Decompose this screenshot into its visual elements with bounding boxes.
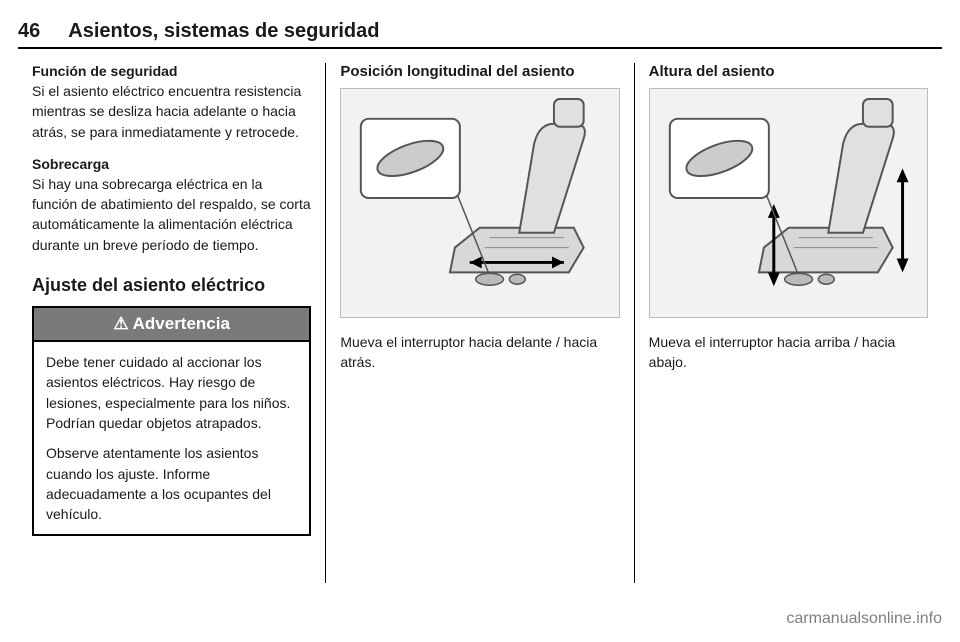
page: 46 Asientos, sistemas de seguridad Funci… xyxy=(0,0,960,642)
warning-label: Advertencia xyxy=(133,314,230,333)
page-header: 46 Asientos, sistemas de seguridad xyxy=(18,20,942,49)
warning-body: Debe tener cuidado al accionar los asien… xyxy=(34,342,309,534)
watermark: carmanualsonline.info xyxy=(786,610,942,628)
column-2: Posición longitudinal del asiento xyxy=(325,63,633,583)
overload-text: Si hay una sobrecarga eléctrica en la fu… xyxy=(32,174,311,255)
overload-title: Sobrecarga xyxy=(32,156,311,172)
safety-function-text: Si el asiento eléctrico encuentra resist… xyxy=(32,81,311,142)
height-caption: Mueva el interruptor hacia arriba / haci… xyxy=(649,332,928,373)
warning-paragraph-2: Observe atentamente los asientos cuando … xyxy=(46,443,297,524)
content-columns: Función de seguridad Si el asiento eléct… xyxy=(18,63,942,583)
longitudinal-caption: Mueva el interruptor hacia delante / hac… xyxy=(340,332,619,373)
warning-box: ⚠ Advertencia Debe tener cuidado al accio… xyxy=(32,306,311,536)
page-number: 46 xyxy=(18,20,40,43)
height-subheading: Altura del asiento xyxy=(649,63,928,80)
safety-function-title: Función de seguridad xyxy=(32,63,311,79)
seat-longitudinal-svg xyxy=(341,89,618,317)
column-3: Altura del asiento xyxy=(634,63,942,583)
warning-triangle-icon: ⚠ xyxy=(113,314,128,334)
height-figure xyxy=(649,88,928,318)
column-1: Función de seguridad Si el asiento eléct… xyxy=(18,63,325,583)
longitudinal-subheading: Posición longitudinal del asiento xyxy=(340,63,619,80)
longitudinal-figure xyxy=(340,88,619,318)
seat-height-svg xyxy=(650,89,927,317)
electric-seat-heading: Ajuste del asiento eléctrico xyxy=(32,275,311,296)
warning-paragraph-1: Debe tener cuidado al accionar los asien… xyxy=(46,352,297,433)
header-title: Asientos, sistemas de seguridad xyxy=(68,20,379,43)
warning-head: ⚠ Advertencia xyxy=(34,308,309,342)
